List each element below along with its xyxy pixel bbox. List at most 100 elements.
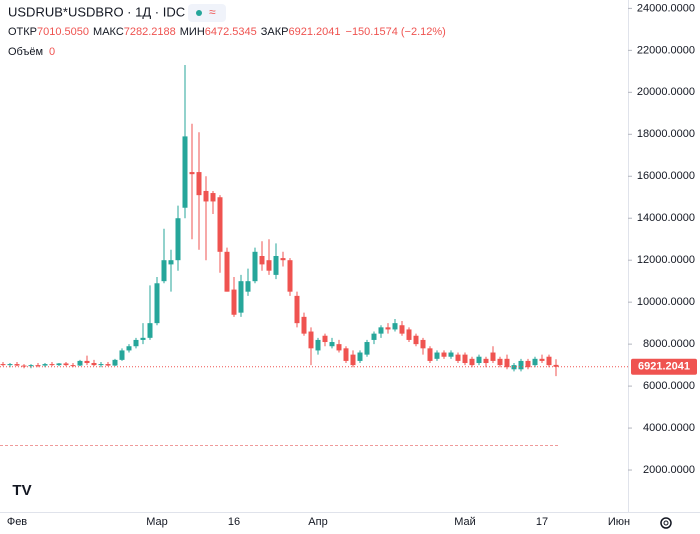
candle-body	[476, 356, 482, 364]
candle-body	[56, 363, 62, 366]
y-tick-label: 22000.0000	[637, 44, 695, 56]
tradingview-logo[interactable]: TV	[12, 482, 31, 499]
candle-body	[504, 358, 510, 368]
settings-icon[interactable]	[660, 517, 672, 529]
candle-body	[238, 281, 244, 313]
candle-body	[140, 337, 146, 340]
candle-body	[7, 364, 13, 366]
candle-body	[203, 190, 209, 202]
y-tick-label: 12000.0000	[637, 254, 695, 266]
candle-body	[385, 327, 391, 330]
svg-text:≈: ≈	[209, 5, 216, 19]
candle-body	[119, 350, 125, 360]
candle-body	[266, 260, 272, 271]
candle-body	[413, 335, 419, 345]
candle-body	[210, 193, 216, 202]
candle-body	[287, 260, 293, 292]
candle-body	[21, 365, 27, 367]
candle-body	[126, 346, 132, 351]
candle-body	[448, 352, 454, 357]
candle-body	[231, 289, 237, 315]
ohlc-legend: ОТКР7010.5050 МАКС7282.2188 МИН6472.5345 ЗА…	[8, 26, 446, 38]
candle-body	[378, 327, 384, 334]
candle-body	[133, 339, 139, 347]
candle-body	[329, 342, 335, 347]
candle-body	[441, 352, 447, 357]
candle-body	[392, 323, 398, 330]
status-chip[interactable]: ≈	[188, 4, 226, 22]
last-price-label: 6921.2041	[638, 361, 690, 373]
candle-body	[245, 281, 251, 292]
candle-body	[315, 339, 321, 351]
y-tick-label: 20000.0000	[637, 86, 695, 98]
candle-body	[14, 364, 20, 366]
volume-label: Объём	[8, 46, 43, 58]
candle-body	[434, 352, 440, 359]
legend-label: МАКС	[93, 26, 124, 38]
legend-value: 7282.2188	[124, 26, 176, 38]
candle-body	[112, 359, 118, 366]
candle-body	[553, 364, 559, 367]
candle-body	[217, 197, 223, 252]
y-tick-label: 18000.0000	[637, 128, 695, 140]
candle-body	[322, 335, 328, 343]
legend-label: ЗАКР	[261, 26, 289, 38]
candle-body	[469, 358, 475, 366]
last-price-box	[631, 358, 697, 375]
candle-body	[455, 354, 461, 361]
candle-body	[147, 323, 153, 338]
candle-body	[350, 354, 356, 366]
candle-body	[546, 356, 552, 366]
y-tick-label: 24000.0000	[637, 2, 695, 14]
volume-legend: Объём 0	[8, 46, 55, 58]
x-tick-label: Фев	[7, 516, 27, 528]
candle-body	[63, 363, 69, 366]
candle-body	[105, 364, 111, 366]
candle-body	[364, 342, 370, 355]
candle-body	[406, 329, 412, 340]
candle-body	[462, 354, 468, 364]
x-tick-label: Июн	[608, 516, 630, 528]
svg-text:TV: TV	[12, 482, 31, 499]
volume-value: 0	[49, 46, 55, 58]
candle-body	[280, 258, 286, 261]
candle-body	[336, 344, 342, 351]
candle-body	[35, 365, 41, 367]
candle-body	[532, 358, 538, 366]
candle-body	[539, 358, 545, 361]
y-tick-label: 4000.0000	[643, 422, 695, 434]
candle-body	[98, 364, 104, 366]
candle-body	[399, 325, 405, 334]
candle-body	[49, 364, 55, 366]
x-tick-label: Май	[454, 516, 476, 528]
candle-body	[28, 365, 34, 367]
y-tick-label: 14000.0000	[637, 212, 695, 224]
candle-body	[483, 358, 489, 364]
candle-body	[357, 352, 363, 361]
legend-change: −150.1574 (−2.12%)	[346, 26, 446, 38]
x-tick-label: Мар	[146, 516, 168, 528]
y-tick-label: 16000.0000	[637, 170, 695, 182]
candle-body	[168, 260, 174, 265]
candle-body	[371, 333, 377, 340]
x-tick-label: 17	[536, 516, 548, 528]
candle-body	[175, 218, 181, 261]
candle-body	[182, 136, 188, 208]
candle-body	[189, 172, 195, 175]
candle-body	[70, 365, 76, 367]
legend-value: 6921.2041	[289, 26, 341, 38]
candle-body	[161, 260, 167, 282]
y-tick-label: 8000.0000	[643, 338, 695, 350]
candle-body	[420, 339, 426, 349]
legend-value: 7010.5050	[37, 26, 89, 38]
y-tick-label: 10000.0000	[637, 296, 695, 308]
candle-body	[343, 348, 349, 361]
x-tick-label: 16	[228, 516, 240, 528]
candle-body	[427, 348, 433, 361]
candle-body	[252, 251, 258, 282]
candle-body	[301, 316, 307, 334]
candle-body	[273, 256, 279, 275]
candle-body	[490, 352, 496, 361]
